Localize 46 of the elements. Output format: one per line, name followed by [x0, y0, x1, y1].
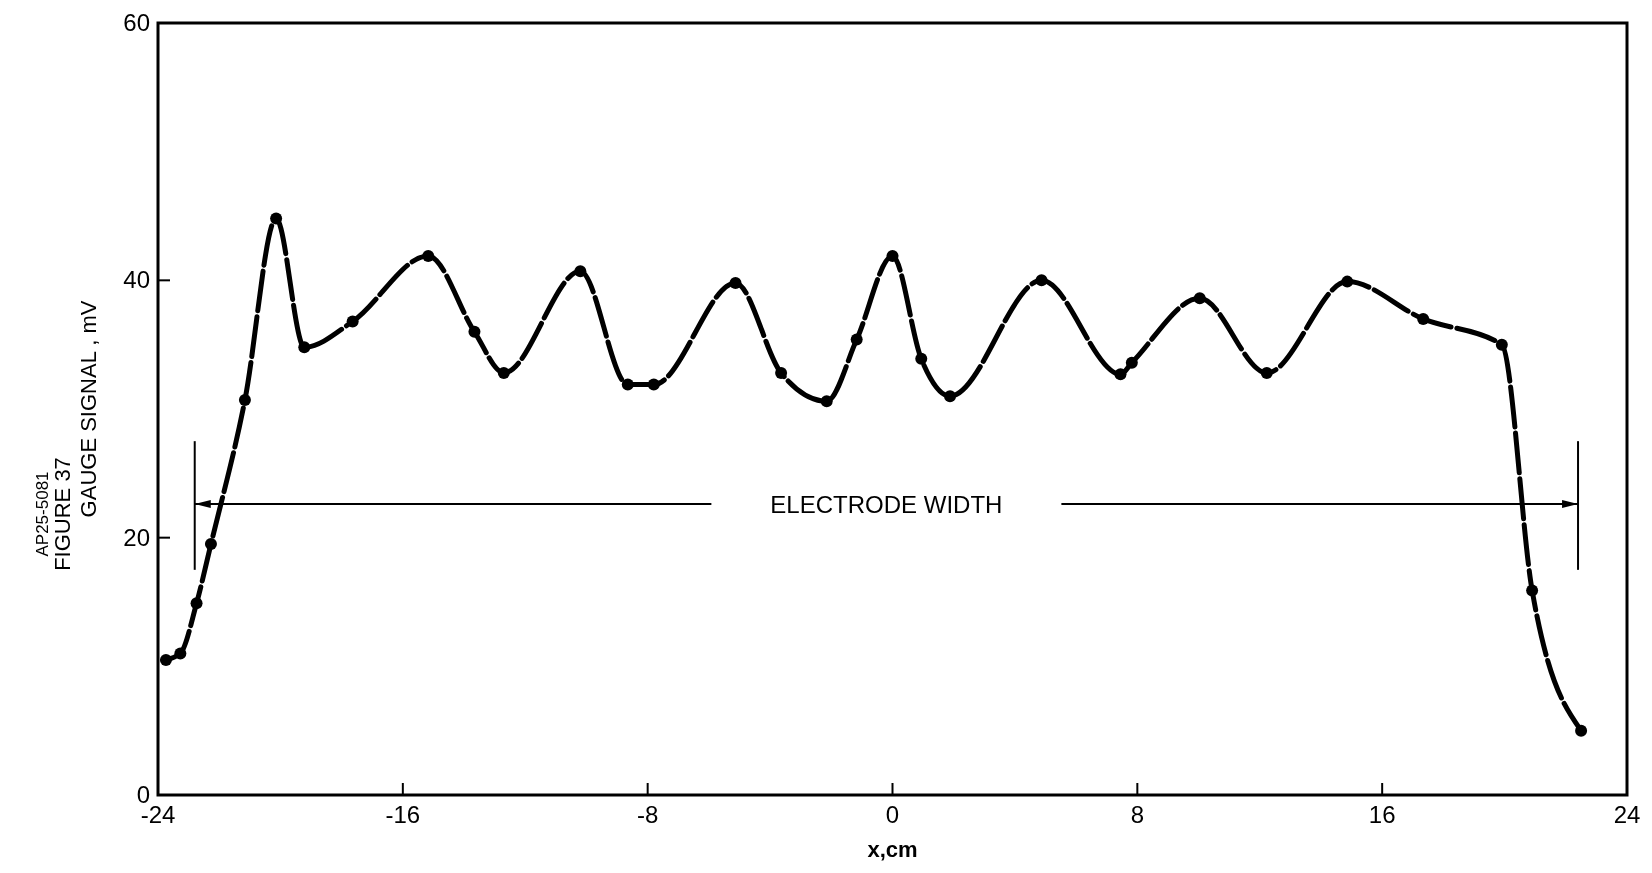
point	[298, 341, 311, 354]
point	[775, 366, 788, 379]
point	[1495, 338, 1508, 351]
point	[886, 249, 899, 262]
point	[915, 352, 928, 365]
x-tick-label: 16	[1368, 801, 1396, 828]
point	[204, 538, 217, 551]
point	[468, 325, 481, 338]
point	[1035, 274, 1048, 287]
point	[647, 378, 660, 391]
caption: FIGURE 37	[50, 457, 75, 571]
point	[1125, 356, 1138, 369]
point	[270, 212, 283, 225]
point	[422, 249, 435, 262]
point	[1114, 368, 1127, 381]
point	[174, 647, 187, 660]
point	[497, 366, 510, 379]
point	[1193, 292, 1206, 305]
x-tick-label: 0	[885, 801, 900, 828]
point	[944, 390, 957, 403]
point	[820, 395, 833, 408]
point	[1575, 724, 1588, 737]
x-tick-label: 24	[1613, 801, 1641, 828]
y-tick-label: 60	[123, 9, 150, 36]
point	[850, 333, 863, 346]
text: AP25-5081	[33, 471, 52, 557]
point	[729, 276, 742, 289]
point	[1260, 366, 1273, 379]
x-axis-title: x,cm	[867, 837, 918, 862]
x-tick-label: 8	[1130, 801, 1145, 828]
point	[1341, 275, 1354, 288]
point	[1526, 584, 1539, 597]
point	[238, 393, 251, 406]
point	[346, 315, 359, 328]
x-tick-label: -8	[636, 801, 659, 828]
y-tick-label: 40	[123, 266, 150, 294]
y-axis-title: GAUGE SIGNAL , mV	[76, 300, 101, 518]
point	[621, 378, 634, 391]
point	[159, 653, 172, 666]
point	[1417, 312, 1430, 325]
annotation: ELECTRODE WIDTH	[770, 490, 1003, 518]
x-tick-label: -16	[385, 801, 421, 828]
y-tick-label: 20	[123, 523, 150, 551]
point	[574, 265, 587, 278]
point	[190, 597, 203, 610]
y-tick-label: 0	[136, 781, 150, 808]
